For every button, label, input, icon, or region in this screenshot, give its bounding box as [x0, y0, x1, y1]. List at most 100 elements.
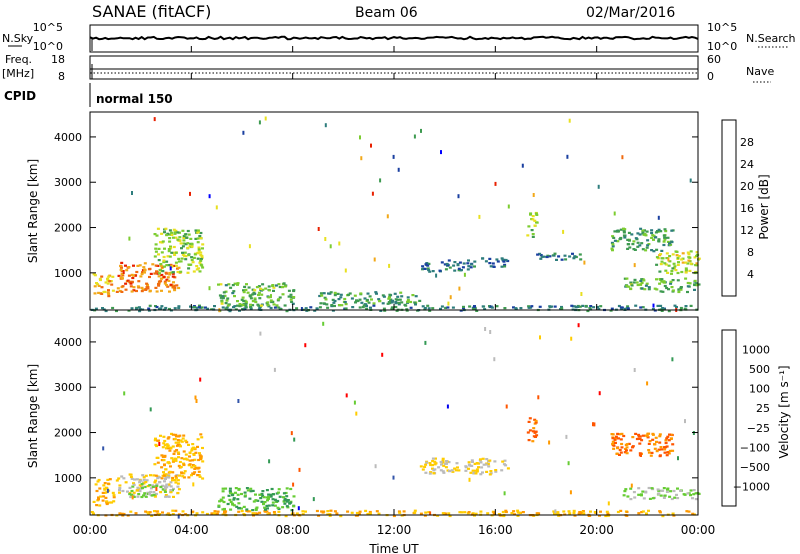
- heatmap-cell: [188, 451, 192, 455]
- heatmap-cell: [164, 468, 168, 471]
- heatmap-cell: [479, 458, 482, 461]
- heatmap-cell: [622, 231, 626, 234]
- heatmap-cell: [251, 293, 255, 296]
- colorbar-tick-label: −1000: [733, 480, 770, 493]
- heatmap-cell: [106, 502, 109, 505]
- heatmap-cell: [122, 512, 126, 516]
- heatmap-cell: [157, 280, 161, 283]
- heatmap-cell: [193, 458, 197, 461]
- heatmap-cell: [304, 510, 307, 513]
- heatmap-cell: [295, 512, 299, 515]
- nsearch-tick-top: 10^5: [707, 21, 737, 34]
- heatmap-cell: [450, 469, 454, 472]
- heatmap-cell: [233, 305, 237, 308]
- heatmap-cell: [177, 452, 181, 455]
- heatmap-cell: [284, 491, 288, 495]
- heatmap-cell: [622, 434, 626, 438]
- heatmap-cell: [409, 306, 413, 309]
- heatmap-cell: [151, 484, 155, 487]
- heatmap-cell: [479, 473, 483, 476]
- heatmap-cell: [240, 298, 244, 301]
- heatmap-cell: [557, 255, 561, 258]
- heatmap-cell: [111, 491, 115, 494]
- heatmap-cell: [445, 262, 449, 266]
- heatmap-cell: [680, 270, 684, 274]
- heatmap-cell: [392, 154, 395, 159]
- heatmap-cell: [553, 305, 557, 308]
- heatmap-cell: [680, 258, 684, 261]
- heatmap-cell: [179, 242, 183, 245]
- heatmap-cell: [496, 260, 500, 263]
- heatmap-cell: [531, 430, 535, 433]
- heatmap-cell: [187, 267, 191, 270]
- heatmap-cell: [679, 288, 683, 291]
- heatmap-cell: [155, 234, 159, 237]
- heatmap-cell: [315, 307, 319, 310]
- heatmap-cell: [165, 234, 169, 237]
- heatmap-cell: [640, 511, 644, 514]
- heatmap-cell: [199, 377, 202, 382]
- heatmap-cell: [605, 510, 609, 513]
- heatmap-cell: [118, 487, 122, 490]
- heatmap-cell: [93, 292, 97, 295]
- heatmap-cell: [167, 461, 171, 464]
- heatmap-cell: [681, 261, 685, 264]
- heatmap-cell: [182, 242, 186, 245]
- heatmap-cell: [413, 509, 417, 512]
- heatmap-cell: [129, 473, 133, 476]
- heatmap-cell: [673, 267, 676, 270]
- heatmap-cell: [190, 256, 194, 259]
- heatmap-cell: [664, 263, 668, 266]
- heatmap-cell: [242, 505, 246, 508]
- heatmap-cell: [358, 298, 362, 301]
- heatmap-cell: [174, 477, 178, 480]
- heatmap-cell: [165, 278, 169, 281]
- heatmap-cell: [462, 262, 466, 265]
- heatmap-cell: [181, 475, 185, 478]
- heatmap-cell: [588, 514, 592, 517]
- heatmap-cell: [677, 261, 680, 264]
- y-tick-label: 1000: [54, 472, 82, 485]
- heatmap-cell: [208, 286, 211, 291]
- heatmap-cell: [251, 288, 255, 291]
- heatmap-cell: [182, 472, 186, 475]
- x-tick-label: 00:00: [73, 523, 108, 537]
- heatmap-cell: [190, 245, 194, 248]
- heatmap-cell: [281, 286, 284, 289]
- heatmap-cell: [176, 479, 180, 482]
- heatmap-cell: [185, 236, 189, 239]
- heatmap-cell: [221, 297, 225, 300]
- heatmap-cell: [618, 448, 622, 452]
- freq-unit-label: [MHz]: [2, 67, 34, 80]
- heatmap-cell: [163, 463, 166, 466]
- heatmap-cell: [161, 488, 165, 491]
- heatmap-cell: [272, 303, 276, 306]
- y-tick-label: 4000: [54, 131, 82, 144]
- heatmap-cell: [248, 497, 252, 500]
- heatmap-cell: [629, 498, 633, 501]
- heatmap-cell: [533, 418, 537, 421]
- heatmap-cell: [324, 123, 327, 128]
- heatmap-cell: [629, 487, 633, 490]
- heatmap-cell: [259, 331, 262, 336]
- heatmap-cell: [548, 440, 551, 445]
- heatmap-cell: [592, 306, 596, 309]
- heatmap-cell: [197, 246, 201, 249]
- heatmap-cell: [184, 439, 188, 442]
- heatmap-cell: [557, 514, 561, 517]
- heatmap-cell: [664, 230, 668, 233]
- heatmap-cell: [631, 436, 635, 439]
- heatmap-cell: [112, 494, 116, 497]
- heatmap-cell: [263, 510, 267, 513]
- heatmap-cell: [457, 269, 461, 272]
- heatmap-cell: [188, 455, 191, 458]
- heatmap-cell: [632, 240, 636, 243]
- heatmap-cell: [355, 411, 358, 416]
- heatmap-cell: [406, 300, 409, 303]
- heatmap-cell: [669, 280, 673, 283]
- heatmap-cell: [115, 479, 119, 482]
- heatmap-cell: [589, 510, 592, 513]
- heatmap-cell: [161, 265, 165, 268]
- heatmap-cell: [432, 472, 436, 475]
- y-tick-label: 1000: [54, 267, 82, 280]
